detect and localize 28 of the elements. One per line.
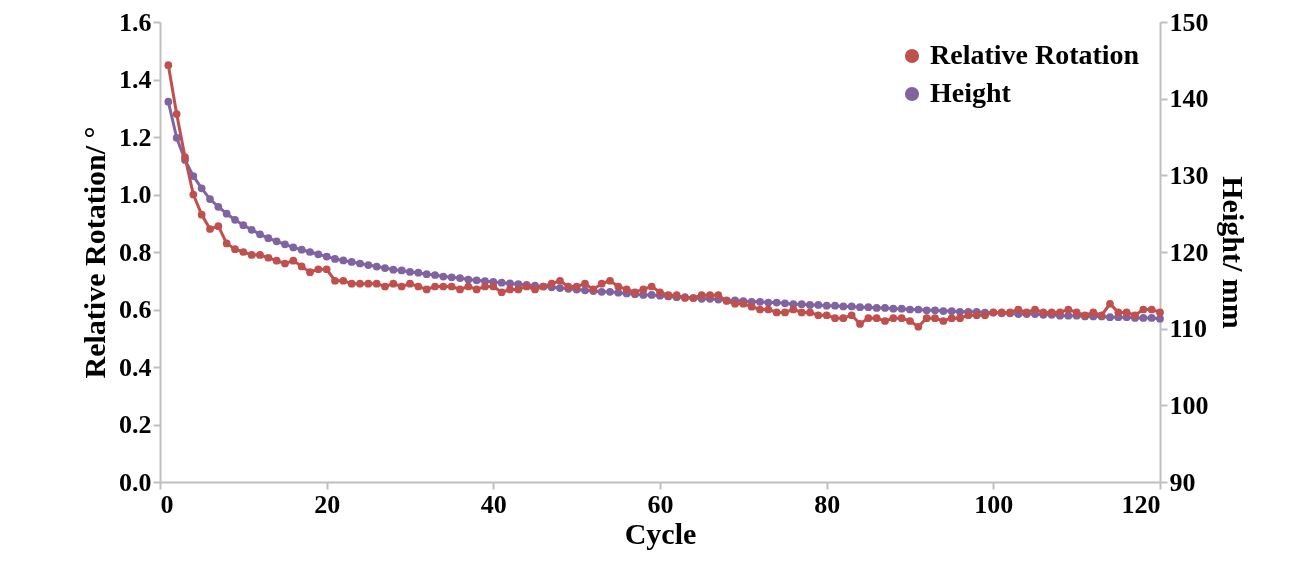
y2-axis-title: Height/ mm <box>1216 176 1250 329</box>
x-tick-label: 0 <box>160 489 174 519</box>
y-tick-label: 1.0 <box>119 180 152 209</box>
y2-tick-label: 150 <box>1169 7 1209 37</box>
y-tick-label: 0.4 <box>119 352 152 382</box>
x-tick-label: 80 <box>814 489 841 519</box>
y2-tick-label: 100 <box>1169 390 1209 420</box>
x-tick-label: 40 <box>480 489 507 519</box>
x-tick-label: 120 <box>1121 489 1161 519</box>
legend-label: Height <box>930 77 1012 108</box>
x-tick-label: 100 <box>974 489 1014 519</box>
y-tick-label: 1.4 <box>119 65 152 94</box>
y-tick-label: 0.2 <box>119 410 152 439</box>
x-axis-title: Cycle <box>624 516 697 550</box>
legend-label: Relative Rotation <box>930 39 1140 70</box>
x-tick-label: 60 <box>647 489 674 519</box>
y-tick-label: 1.2 <box>119 122 152 152</box>
y2-tick-label: 90 <box>1169 467 1196 497</box>
y-axis-title: Relative Rotation/ ° <box>78 126 111 379</box>
y-tick-label: 0.8 <box>119 237 152 267</box>
y2-tick-label: 140 <box>1169 84 1209 114</box>
y2-tick-label: 130 <box>1169 160 1209 190</box>
y2-tick-label: 110 <box>1169 314 1208 344</box>
y-tick-label: 1.6 <box>119 7 152 37</box>
y-tick-label: 0.6 <box>119 295 152 324</box>
x-tick-label: 20 <box>314 489 341 519</box>
y2-tick-label: 120 <box>1169 237 1209 267</box>
y-tick-label: 0.0 <box>119 467 152 497</box>
